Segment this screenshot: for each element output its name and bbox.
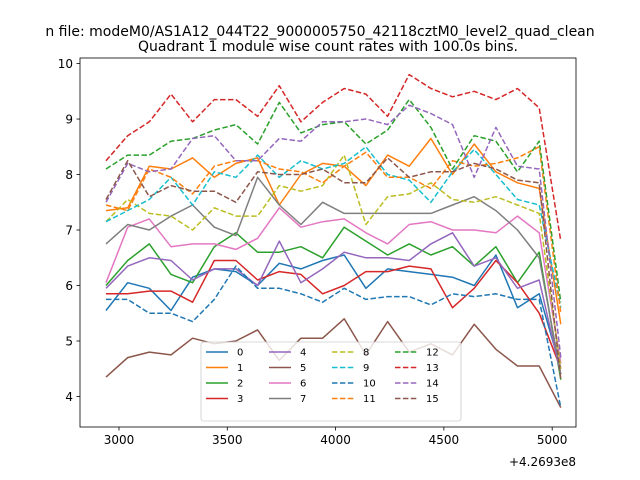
legend-label-1: 1 (237, 363, 243, 374)
legend-label-11: 11 (363, 394, 376, 405)
legend-label-9: 9 (363, 363, 369, 374)
series-line-11 (105, 146, 562, 314)
legend-label-10: 10 (363, 379, 376, 390)
figure-title: n file: modeM0/AS1A12_044T22_9000005750_… (45, 24, 594, 40)
legend-label-5: 5 (300, 363, 306, 374)
y-tick-label: 5 (65, 334, 73, 348)
y-tick-label: 7 (65, 223, 73, 237)
series-line-5 (105, 318, 562, 408)
legend-label-2: 2 (237, 379, 243, 390)
series-line-13 (105, 73, 562, 242)
x-offset-label: +4.2693e8 (509, 455, 576, 469)
series-line-6 (105, 207, 562, 364)
x-tick-label: 5000 (537, 433, 568, 447)
y-tick-label: 4 (65, 390, 73, 404)
series-line-8 (105, 154, 562, 369)
plot-frame (79, 57, 577, 428)
x-tick-label: 3500 (212, 433, 243, 447)
series-line-10 (106, 265, 562, 408)
y-tick-label: 10 (58, 57, 73, 71)
legend-label-3: 3 (237, 394, 243, 405)
legend-label-0: 0 (237, 348, 243, 359)
series-line-12 (105, 98, 562, 303)
legend-label-7: 7 (300, 394, 306, 405)
legend-label-6: 6 (300, 379, 306, 390)
series-line-1 (105, 137, 562, 325)
chart-title: Quadrant 1 module wise count rates with … (138, 39, 518, 55)
legend-label-14: 14 (426, 379, 439, 390)
x-tick-label: 3000 (104, 433, 135, 447)
series-line-15 (105, 157, 562, 380)
series-line-4 (105, 232, 562, 375)
y-tick-label: 6 (65, 279, 73, 293)
series-line-14 (105, 104, 562, 358)
x-tick-label: 4500 (429, 433, 460, 447)
series-layer (105, 73, 562, 408)
legend-label-4: 4 (300, 348, 306, 359)
legend-label-13: 13 (426, 363, 439, 374)
legend-label-8: 8 (363, 348, 369, 359)
series-line-3 (106, 259, 562, 369)
legend-box (200, 341, 462, 422)
series-line-7 (105, 176, 562, 375)
legend-label-15: 15 (426, 394, 439, 405)
series-line-2 (105, 226, 562, 380)
legend-label-12: 12 (426, 348, 439, 359)
y-tick-label: 9 (65, 112, 73, 126)
series-line-0 (105, 254, 562, 369)
x-tick-label: 4000 (320, 433, 351, 447)
series-line-9 (105, 146, 562, 308)
y-tick-label: 8 (65, 168, 73, 182)
